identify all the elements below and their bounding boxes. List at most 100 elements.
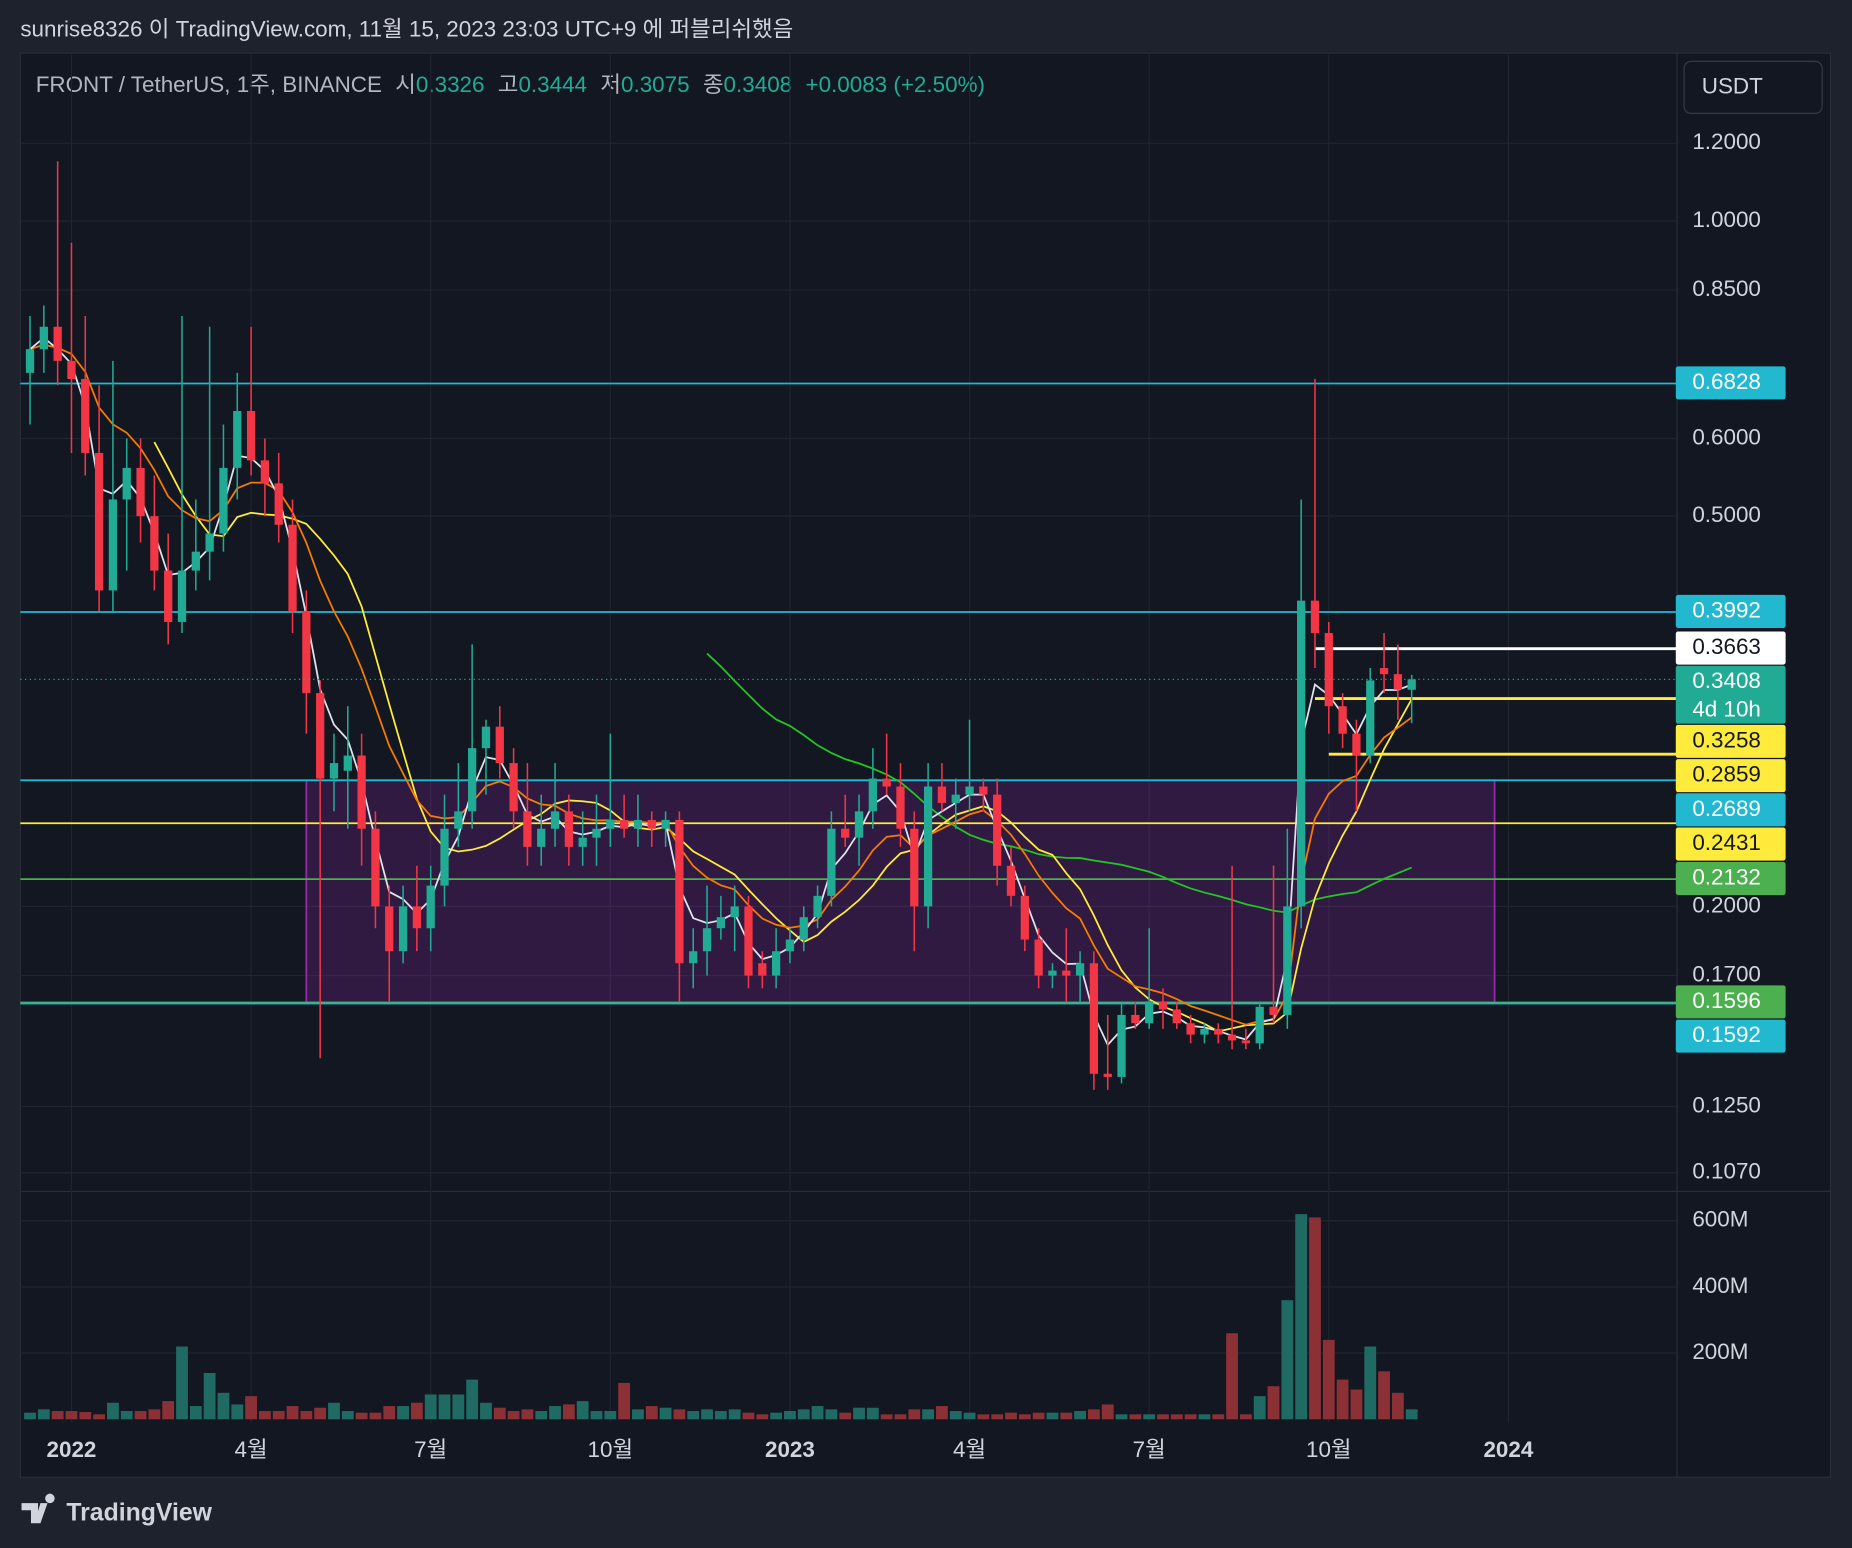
volume-bar xyxy=(756,1414,769,1420)
candle-body xyxy=(1089,963,1099,1074)
candle-body xyxy=(1379,668,1389,675)
price-label: 0.1592 xyxy=(1692,1022,1761,1047)
volume-bar xyxy=(480,1402,492,1420)
volume-bar xyxy=(797,1409,810,1420)
x-tick-label: 4월 xyxy=(235,1437,268,1462)
candle-body xyxy=(647,819,656,829)
candle-body xyxy=(39,326,48,350)
candle-body xyxy=(1034,939,1043,976)
candle-body xyxy=(882,778,891,787)
candle-body xyxy=(620,819,629,829)
price-label: 0.2689 xyxy=(1692,796,1761,821)
volume-bar xyxy=(1364,1346,1377,1420)
volume-bar xyxy=(811,1406,824,1420)
volume-bar xyxy=(770,1412,783,1420)
volume-bar xyxy=(203,1372,216,1420)
x-tick-label: 4월 xyxy=(953,1437,986,1462)
candle-body xyxy=(896,786,905,829)
candle-body xyxy=(1297,600,1306,907)
low-value: 0.3075 xyxy=(621,72,690,97)
candle-body xyxy=(481,726,491,749)
y-tick-label: 0.2000 xyxy=(1692,892,1761,917)
volume-bar xyxy=(383,1406,396,1420)
moving-average xyxy=(153,441,1413,1033)
currency-button[interactable] xyxy=(1683,60,1823,114)
candle-body xyxy=(537,828,546,847)
open-value: 0.3326 xyxy=(416,72,485,97)
volume-bar xyxy=(632,1409,644,1420)
price-label-bg xyxy=(1675,631,1786,665)
candle-body xyxy=(316,693,325,779)
volume-bar xyxy=(507,1411,520,1420)
candle-body xyxy=(398,906,408,952)
candle-body xyxy=(150,516,159,571)
y-tick-label: 1.2000 xyxy=(1692,129,1761,154)
volume-bar xyxy=(1143,1414,1156,1420)
candle-body xyxy=(440,828,449,886)
volume-bar xyxy=(341,1411,354,1420)
volume-bar xyxy=(1226,1333,1238,1420)
x-tick-label: 7월 xyxy=(1133,1437,1166,1462)
y-tick-label: 0.5000 xyxy=(1692,502,1761,527)
candle-body xyxy=(578,837,587,847)
candle-body xyxy=(495,726,504,764)
candle-body xyxy=(689,951,698,964)
candle-body xyxy=(661,819,670,829)
volume-bar xyxy=(590,1411,603,1420)
candle-body xyxy=(177,570,187,622)
volume-bar xyxy=(51,1411,64,1420)
price-label-bg xyxy=(1675,594,1786,628)
currency[interactable]: USDT xyxy=(1702,73,1763,98)
candle-body xyxy=(1131,1014,1140,1024)
candle-body xyxy=(412,906,422,929)
volume-bar xyxy=(65,1411,78,1420)
candle-body xyxy=(1062,970,1071,976)
candle-body xyxy=(1283,906,1292,1015)
volume-bar xyxy=(120,1411,133,1420)
candle-body xyxy=(1338,706,1347,734)
candle-body xyxy=(1407,679,1416,690)
volume-bar xyxy=(825,1409,838,1420)
candle-body xyxy=(426,885,435,929)
candle-body xyxy=(219,467,228,534)
candle-body xyxy=(730,906,739,918)
volume-bar xyxy=(535,1411,548,1420)
candle-body xyxy=(910,828,919,907)
volume-bar xyxy=(1005,1412,1017,1420)
candle-body xyxy=(108,499,118,591)
volume-bar xyxy=(452,1394,465,1420)
volume-bar xyxy=(659,1407,672,1420)
candle-body xyxy=(951,794,960,803)
x-tick-label: 7월 xyxy=(414,1437,447,1462)
symbol: FRONT / TetherUS, 1주, BINANCE xyxy=(36,72,382,97)
price-label-bg xyxy=(1675,665,1786,724)
volume-bar xyxy=(880,1414,893,1420)
volume-bar xyxy=(894,1414,907,1420)
volume-bar xyxy=(258,1411,271,1420)
x-tick-label: 2023 xyxy=(765,1437,815,1462)
candle-body xyxy=(1324,633,1333,707)
candle-body xyxy=(1200,1028,1209,1035)
price-label-bg xyxy=(1675,862,1786,896)
volume-bar xyxy=(991,1414,1004,1420)
y-tick-label: 0.1070 xyxy=(1692,1159,1761,1184)
volume-bar xyxy=(1350,1389,1363,1420)
volume-bar xyxy=(1212,1414,1225,1420)
candle-body xyxy=(1214,1028,1223,1035)
candle-body xyxy=(53,326,62,361)
volume-bar xyxy=(604,1411,617,1420)
volume-bar xyxy=(37,1409,50,1420)
candle-body xyxy=(633,819,643,829)
volume-bar xyxy=(922,1409,935,1420)
price-label: 0.2859 xyxy=(1692,762,1761,787)
volume-bar xyxy=(562,1404,575,1420)
volume-bar xyxy=(1281,1300,1294,1420)
volume-bar xyxy=(148,1409,161,1420)
volume-bar xyxy=(79,1412,92,1420)
price-label: 0.6828 xyxy=(1692,369,1761,394)
candle-body xyxy=(357,755,366,829)
volume-bar xyxy=(1074,1411,1086,1420)
volume-bar xyxy=(1018,1414,1031,1420)
volume-bar xyxy=(1032,1412,1045,1420)
open-label: 시 xyxy=(395,72,416,97)
